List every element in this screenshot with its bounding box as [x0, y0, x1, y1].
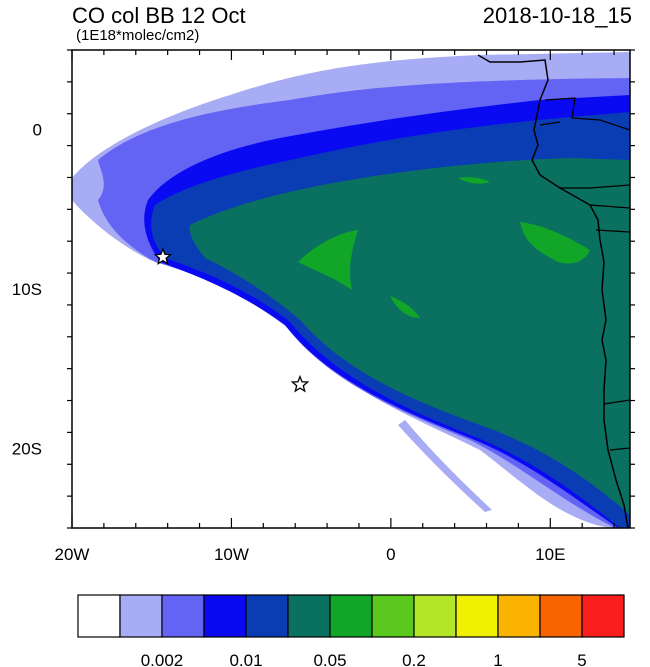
field-level-6-d	[458, 177, 490, 184]
colorbar-box	[77, 594, 121, 638]
map-title: CO col BB 12 Oct	[72, 3, 246, 28]
field-level-6-a	[298, 230, 358, 290]
colorbar-box	[245, 594, 289, 638]
concentration-field	[72, 52, 630, 528]
x-tick-label: 10W	[214, 545, 249, 564]
field-level-6-b	[520, 222, 590, 264]
field-level-6-c	[390, 296, 420, 318]
colorbar-box	[455, 594, 499, 638]
colorbar-box	[119, 594, 163, 638]
colorbar-box	[161, 594, 205, 638]
map-units: (1E18*molec/cm2)	[76, 27, 200, 44]
colorbar-box	[329, 594, 373, 638]
location-markers	[153, 247, 310, 393]
y-tick-label: 0	[33, 121, 42, 140]
colorbar-label: 5	[577, 651, 586, 667]
axis-tick-labels: 20W 10W 0 10E 0 10S 20S	[12, 121, 566, 564]
colorbar-box	[497, 594, 541, 638]
country-borders	[539, 97, 631, 451]
colorbar-box	[413, 594, 457, 638]
x-tick-label: 0	[386, 545, 395, 564]
colorbar-label: 0.2	[402, 651, 426, 667]
coastline	[477, 54, 629, 529]
colorbar-label: 1	[493, 651, 502, 667]
colorbar-label: 0.002	[141, 651, 184, 667]
colorbar-box	[371, 594, 415, 638]
plot-frame	[71, 49, 631, 529]
y-tick-label: 20S	[12, 439, 42, 458]
field-plume-streak	[398, 420, 492, 512]
star-1-marker	[153, 247, 173, 266]
axis-ticks	[67, 49, 635, 529]
x-tick-label: 10E	[535, 545, 565, 564]
map-datetime: 2018-10-18_15	[482, 3, 632, 28]
x-tick-label: 20W	[55, 545, 90, 564]
colorbar-box	[287, 594, 331, 638]
colorbar-box	[581, 594, 625, 638]
colorbar-box	[203, 594, 247, 638]
colorbar-label: 0.01	[229, 651, 262, 667]
y-tick-label: 10S	[12, 280, 42, 299]
star-2-marker	[290, 374, 310, 393]
colorbar-label: 0.05	[313, 651, 346, 667]
colorbar-box	[539, 594, 583, 638]
field-level-5	[189, 158, 630, 515]
